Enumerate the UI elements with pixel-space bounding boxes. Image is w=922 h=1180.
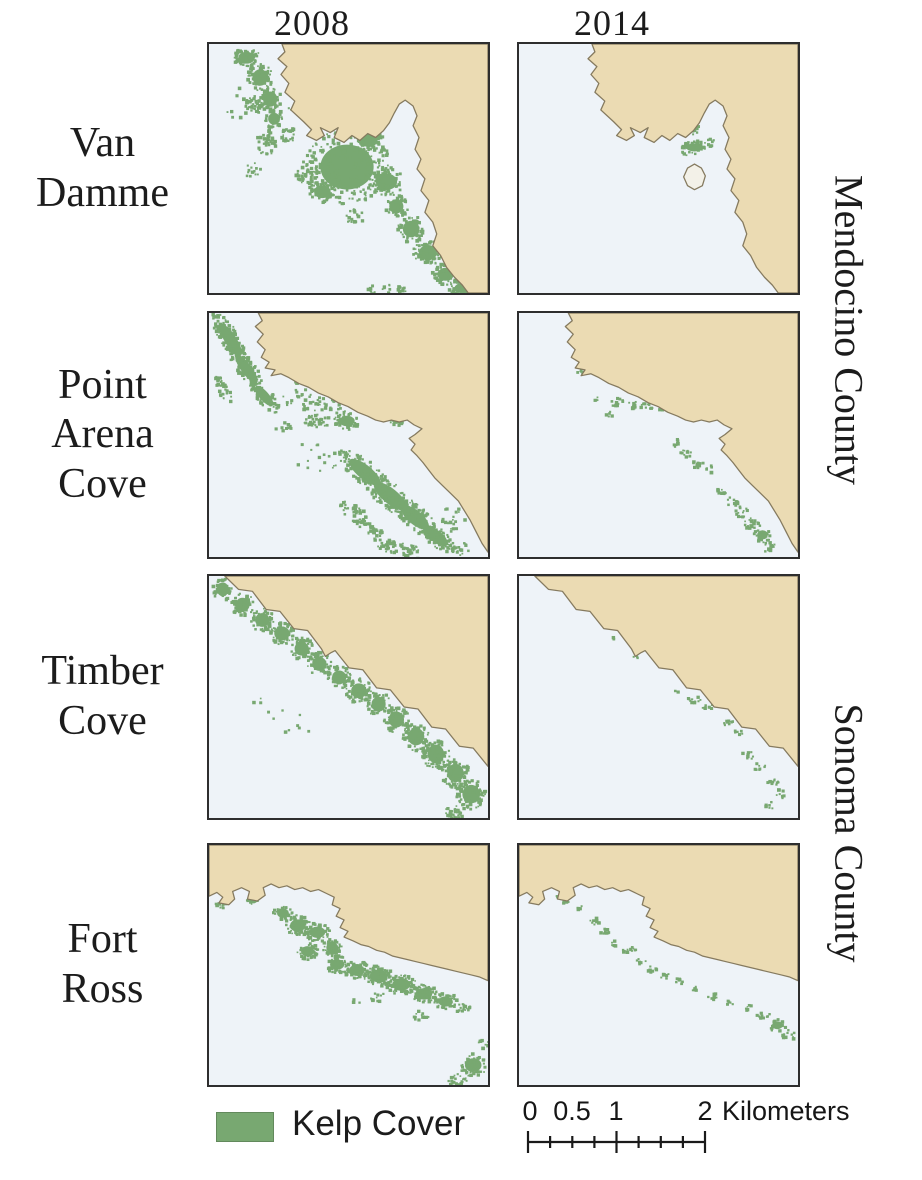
map-fort-ross-2008-svg — [209, 845, 488, 1085]
row-label-timber-cove: Timber Cove — [0, 574, 205, 820]
column-header-2014: 2014 — [574, 3, 650, 43]
scalebar-ticks — [526, 1131, 707, 1153]
row-label-point-arena-cove: Point Arena Cove — [0, 311, 205, 559]
site-label-line: Timber — [41, 648, 164, 695]
row-label-van-damme: Van Damme — [0, 42, 205, 295]
scalebar-label-2: 2 — [697, 1096, 713, 1126]
map-panel-timber-cove-2008 — [207, 574, 490, 820]
site-label-line: Ross — [61, 966, 144, 1012]
map-point-arena-2014-svg — [519, 313, 798, 557]
map-van-damme-2008-svg — [209, 44, 488, 293]
scalebar-label-0-5: 0.5 — [553, 1096, 591, 1126]
map-point-arena-2008-svg — [209, 313, 488, 557]
scalebar-label-1: 1 — [608, 1096, 624, 1126]
site-label-line: Damme — [36, 169, 169, 216]
kelp-cover-swatch — [216, 1112, 274, 1142]
column-header-2008: 2008 — [274, 3, 350, 43]
legend-label: Kelp Cover — [292, 1104, 466, 1143]
county-label-mendocino: Mendocino County — [826, 175, 872, 485]
map-panel-timber-cove-2014 — [517, 574, 800, 820]
map-van-damme-2014-svg — [519, 44, 798, 293]
site-label-line: Van — [69, 119, 136, 166]
map-panel-van-damme-2014 — [517, 42, 800, 295]
map-fort-ross-2014-svg — [519, 845, 798, 1085]
map-timber-cove-2008-svg — [209, 576, 488, 818]
map-panel-fort-ross-2008 — [207, 843, 490, 1087]
scalebar-unit-label: Kilometers — [722, 1096, 850, 1126]
site-label-line: Point — [58, 361, 147, 408]
site-label-line: Cove — [58, 460, 147, 507]
map-panel-point-arena-cove-2014 — [517, 311, 800, 559]
map-panel-van-damme-2008 — [207, 42, 490, 295]
map-timber-cove-2014-svg — [519, 576, 798, 818]
site-label-line: Fort — [67, 916, 138, 963]
scalebar-label-0: 0 — [522, 1096, 538, 1126]
map-panel-fort-ross-2014 — [517, 843, 800, 1087]
county-label-sonoma: Sonoma County — [826, 703, 872, 963]
map-panel-point-arena-cove-2008 — [207, 311, 490, 559]
site-label-line: Cove — [58, 698, 147, 744]
row-label-fort-ross: Fort Ross — [0, 843, 205, 1087]
site-label-line: Arena — [51, 411, 154, 458]
